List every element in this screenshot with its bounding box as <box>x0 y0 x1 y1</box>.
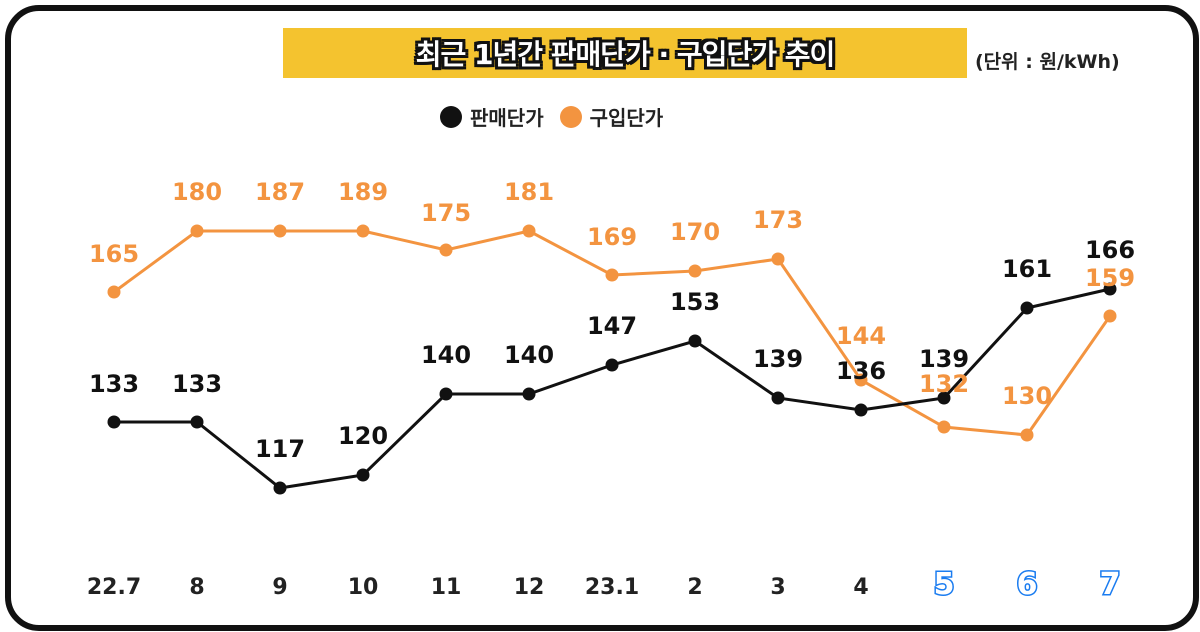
purchase-value-label: 173 <box>753 206 803 234</box>
x-axis-tick-label: 5 <box>934 567 955 602</box>
sale-point <box>522 387 536 401</box>
legend-label: 구입단가 <box>589 106 664 130</box>
title-banner: 최근 1년간 판매단가 · 구입단가 추이 <box>283 28 967 78</box>
legend-label: 판매단가 <box>470 106 544 130</box>
purchase-value-label: 189 <box>338 178 388 206</box>
purchase-point <box>1103 309 1117 323</box>
sale-point <box>273 481 287 495</box>
sale-point <box>190 415 204 429</box>
black-dot-icon <box>440 105 462 128</box>
sale-value-label: 161 <box>1002 255 1052 283</box>
purchase-point <box>771 252 785 266</box>
x-axis-tick-label: 8 <box>189 575 204 600</box>
unit-label: (단위 : 원/kWh) <box>975 51 1120 73</box>
sale-point <box>605 358 619 372</box>
purchase-value-label: 169 <box>587 223 637 251</box>
x-axis-tick-label: 4 <box>853 575 868 600</box>
purchase-value-label: 180 <box>172 178 222 206</box>
x-axis-tick-label: 23.1 <box>585 575 639 600</box>
sale-value-label: 153 <box>670 288 720 316</box>
legend-item-purchase: 구입단가 <box>559 102 664 131</box>
chart-title: 최근 1년간 판매단가 · 구입단가 추이 <box>415 38 836 71</box>
purchase-value-label: 170 <box>670 218 720 246</box>
sale-point <box>937 391 951 405</box>
x-axis-tick-label: 12 <box>514 575 545 600</box>
x-axis-tick-label: 10 <box>348 575 379 600</box>
purchase-point <box>522 224 536 238</box>
purchase-value-label: 181 <box>504 178 554 206</box>
purchase-point <box>605 268 619 282</box>
sale-value-label: 133 <box>89 370 139 398</box>
x-axis-tick-label: 7 <box>1100 567 1121 602</box>
purchase-point <box>107 285 121 299</box>
x-axis-tick-label: 2 <box>687 575 702 600</box>
x-axis-tick-label: 3 <box>770 575 785 600</box>
purchase-value-label: 132 <box>919 370 969 398</box>
sale-point <box>107 415 121 429</box>
purchase-value-label: 165 <box>89 240 139 268</box>
sale-value-label: 140 <box>504 341 554 369</box>
sale-point <box>854 403 868 417</box>
sale-value-label: 166 <box>1085 236 1135 264</box>
x-axis-tick-label: 22.7 <box>87 575 141 600</box>
legend: 판매단가 구입단가 <box>440 102 669 131</box>
x-axis-tick-label: 11 <box>431 575 462 600</box>
sale-point <box>1103 282 1117 296</box>
sale-value-label: 120 <box>338 422 388 450</box>
purchase-value-label: 187 <box>255 178 305 206</box>
purchase-point <box>937 420 951 434</box>
purchase-point <box>439 243 453 257</box>
purchase-value-label: 159 <box>1085 264 1135 292</box>
sale-value-label: 139 <box>919 345 969 373</box>
x-axis-tick-label: 9 <box>272 575 287 600</box>
x-axis-tick-label: 6 <box>1017 567 1038 602</box>
sale-point <box>439 387 453 401</box>
legend-item-sale: 판매단가 <box>440 102 544 131</box>
purchase-point <box>1020 428 1034 442</box>
sale-point <box>1020 301 1034 315</box>
purchase-value-label: 175 <box>421 199 471 227</box>
sale-value-label: 140 <box>421 341 471 369</box>
purchase-point <box>688 264 702 278</box>
sale-point <box>771 391 785 405</box>
purchase-value-label: 130 <box>1002 382 1052 410</box>
purchase-point <box>273 224 287 238</box>
sale-value-label: 139 <box>753 345 803 373</box>
sale-value-label: 133 <box>172 370 222 398</box>
purchase-point <box>854 373 868 387</box>
sale-point <box>688 334 702 348</box>
purchase-value-label: 144 <box>836 322 886 350</box>
purchase-point <box>190 224 204 238</box>
purchase-point <box>356 224 370 238</box>
sale-value-label: 136 <box>836 357 886 385</box>
sale-point <box>356 468 370 482</box>
sale-value-label: 147 <box>587 312 637 340</box>
orange-dot-icon <box>559 105 582 128</box>
chart-frame <box>5 5 1199 631</box>
sale-value-label: 117 <box>255 435 305 463</box>
